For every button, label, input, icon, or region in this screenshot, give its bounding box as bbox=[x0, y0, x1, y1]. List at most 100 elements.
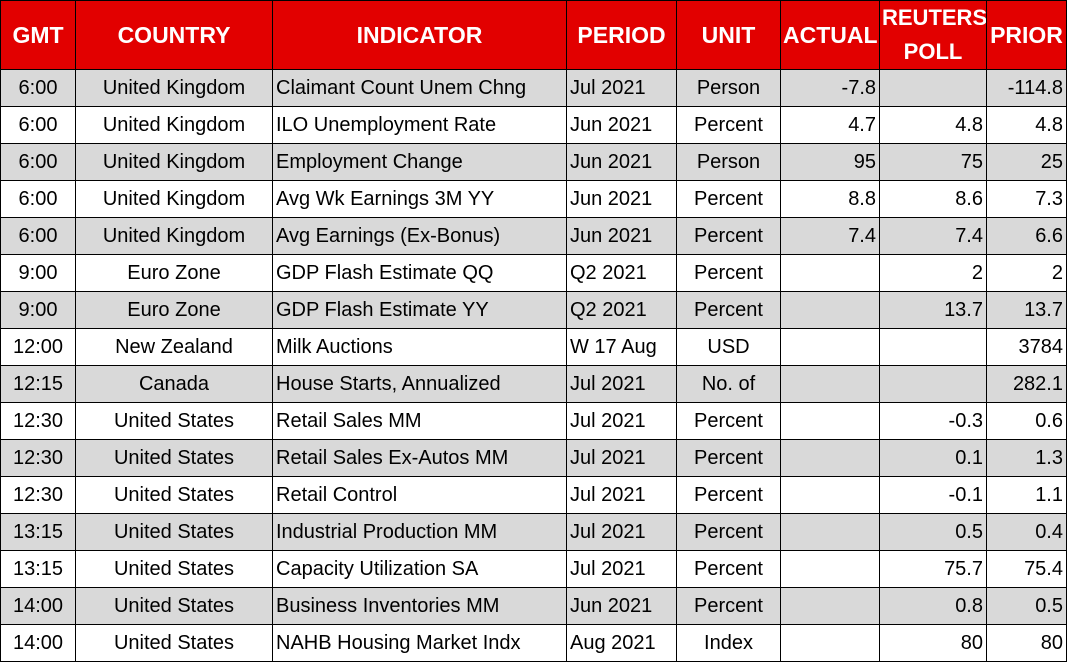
cell-indicator: Retail Control bbox=[272, 476, 567, 514]
cell-gmt: 12:30 bbox=[0, 439, 76, 477]
cell-gmt: 6:00 bbox=[0, 106, 76, 144]
cell-indicator: Retail Sales MM bbox=[272, 402, 567, 440]
cell-gmt: 6:00 bbox=[0, 217, 76, 255]
cell-prior: 0.6 bbox=[986, 402, 1067, 440]
cell-country: Euro Zone bbox=[75, 254, 273, 292]
table-row: 13:15 United States Industrial Production … bbox=[0, 513, 1067, 551]
cell-prior: 75.4 bbox=[986, 550, 1067, 588]
cell-prior: 4.8 bbox=[986, 106, 1067, 144]
cell-gmt: 9:00 bbox=[0, 254, 76, 292]
header-indicator: INDICATOR bbox=[272, 0, 567, 70]
header-reuters-poll-line2: POLL bbox=[903, 39, 963, 64]
cell-actual bbox=[780, 328, 880, 366]
cell-period: Jun 2021 bbox=[566, 180, 677, 218]
cell-gmt: 12:00 bbox=[0, 328, 76, 366]
table-header: GMT COUNTRY INDICATOR PERIOD UNIT ACTUAL… bbox=[0, 0, 1067, 70]
cell-unit: No. of bbox=[676, 365, 781, 403]
cell-actual bbox=[780, 439, 880, 477]
cell-prior: 0.5 bbox=[986, 587, 1067, 625]
table-row: 12:00 New Zealand Milk Auctions W 17 Aug USD… bbox=[0, 328, 1067, 366]
table-row: 9:00 Euro Zone GDP Flash Estimate YY Q2 202… bbox=[0, 291, 1067, 329]
cell-unit: Percent bbox=[676, 513, 781, 551]
cell-indicator: Avg Wk Earnings 3M YY bbox=[272, 180, 567, 218]
cell-period: Jun 2021 bbox=[566, 587, 677, 625]
cell-poll: 80 bbox=[879, 624, 987, 662]
cell-period: W 17 Aug bbox=[566, 328, 677, 366]
cell-indicator: House Starts, Annualized bbox=[272, 365, 567, 403]
cell-poll bbox=[879, 328, 987, 366]
cell-poll: 75.7 bbox=[879, 550, 987, 588]
cell-poll: 0.1 bbox=[879, 439, 987, 477]
table-row: 12:30 United States Retail Control Jul 2021… bbox=[0, 476, 1067, 514]
cell-country: Euro Zone bbox=[75, 291, 273, 329]
cell-period: Jun 2021 bbox=[566, 143, 677, 181]
cell-actual: 7.4 bbox=[780, 217, 880, 255]
cell-indicator: Capacity Utilization SA bbox=[272, 550, 567, 588]
cell-poll bbox=[879, 69, 987, 107]
cell-indicator: ILO Unemployment Rate bbox=[272, 106, 567, 144]
cell-period: Jun 2021 bbox=[566, 106, 677, 144]
cell-actual: 8.8 bbox=[780, 180, 880, 218]
cell-poll: 0.8 bbox=[879, 587, 987, 625]
cell-gmt: 6:00 bbox=[0, 180, 76, 218]
cell-poll: 7.4 bbox=[879, 217, 987, 255]
cell-country: New Zealand bbox=[75, 328, 273, 366]
cell-country: United States bbox=[75, 624, 273, 662]
table-row: 6:00 United Kingdom Employment Change Jun 2… bbox=[0, 143, 1067, 181]
header-reuters-poll-line1: REUTERS bbox=[882, 5, 987, 30]
header-unit: UNIT bbox=[676, 0, 781, 70]
header-prior: PRIOR bbox=[986, 0, 1067, 70]
cell-prior: 6.6 bbox=[986, 217, 1067, 255]
cell-country: United Kingdom bbox=[75, 180, 273, 218]
cell-actual bbox=[780, 476, 880, 514]
table-row: 14:00 United States NAHB Housing Market In… bbox=[0, 624, 1067, 662]
cell-indicator: Retail Sales Ex-Autos MM bbox=[272, 439, 567, 477]
cell-prior: 80 bbox=[986, 624, 1067, 662]
cell-unit: Person bbox=[676, 143, 781, 181]
cell-unit: Percent bbox=[676, 106, 781, 144]
cell-prior: 3784 bbox=[986, 328, 1067, 366]
cell-actual: 95 bbox=[780, 143, 880, 181]
cell-poll: -0.3 bbox=[879, 402, 987, 440]
cell-country: United States bbox=[75, 587, 273, 625]
cell-gmt: 6:00 bbox=[0, 143, 76, 181]
cell-indicator: NAHB Housing Market Indx bbox=[272, 624, 567, 662]
cell-poll: 0.5 bbox=[879, 513, 987, 551]
cell-indicator: Employment Change bbox=[272, 143, 567, 181]
cell-unit: Percent bbox=[676, 402, 781, 440]
header-row: GMT COUNTRY INDICATOR PERIOD UNIT ACTUAL… bbox=[0, 0, 1067, 70]
cell-prior: 13.7 bbox=[986, 291, 1067, 329]
cell-actual bbox=[780, 624, 880, 662]
cell-actual bbox=[780, 402, 880, 440]
cell-period: Jul 2021 bbox=[566, 402, 677, 440]
header-period: PERIOD bbox=[566, 0, 677, 70]
cell-gmt: 12:30 bbox=[0, 402, 76, 440]
cell-gmt: 9:00 bbox=[0, 291, 76, 329]
cell-actual: -7.8 bbox=[780, 69, 880, 107]
cell-country: United States bbox=[75, 550, 273, 588]
cell-unit: Percent bbox=[676, 254, 781, 292]
cell-period: Jul 2021 bbox=[566, 476, 677, 514]
cell-period: Jul 2021 bbox=[566, 513, 677, 551]
table-row: 13:15 United States Capacity Utilization S… bbox=[0, 550, 1067, 588]
table-row: 6:00 United Kingdom Avg Earnings (Ex-Bonus… bbox=[0, 217, 1067, 255]
cell-prior: 25 bbox=[986, 143, 1067, 181]
cell-prior: -114.8 bbox=[986, 69, 1067, 107]
cell-indicator: Industrial Production MM bbox=[272, 513, 567, 551]
cell-actual bbox=[780, 513, 880, 551]
cell-period: Jul 2021 bbox=[566, 550, 677, 588]
cell-poll: 75 bbox=[879, 143, 987, 181]
table-row: 12:30 United States Retail Sales MM Jul 202… bbox=[0, 402, 1067, 440]
cell-gmt: 14:00 bbox=[0, 624, 76, 662]
cell-actual: 4.7 bbox=[780, 106, 880, 144]
cell-unit: Percent bbox=[676, 550, 781, 588]
cell-unit: Percent bbox=[676, 476, 781, 514]
cell-prior: 282.1 bbox=[986, 365, 1067, 403]
cell-prior: 7.3 bbox=[986, 180, 1067, 218]
cell-poll: 2 bbox=[879, 254, 987, 292]
cell-country: United States bbox=[75, 439, 273, 477]
cell-prior: 1.3 bbox=[986, 439, 1067, 477]
cell-prior: 1.1 bbox=[986, 476, 1067, 514]
cell-period: Aug 2021 bbox=[566, 624, 677, 662]
cell-actual bbox=[780, 365, 880, 403]
